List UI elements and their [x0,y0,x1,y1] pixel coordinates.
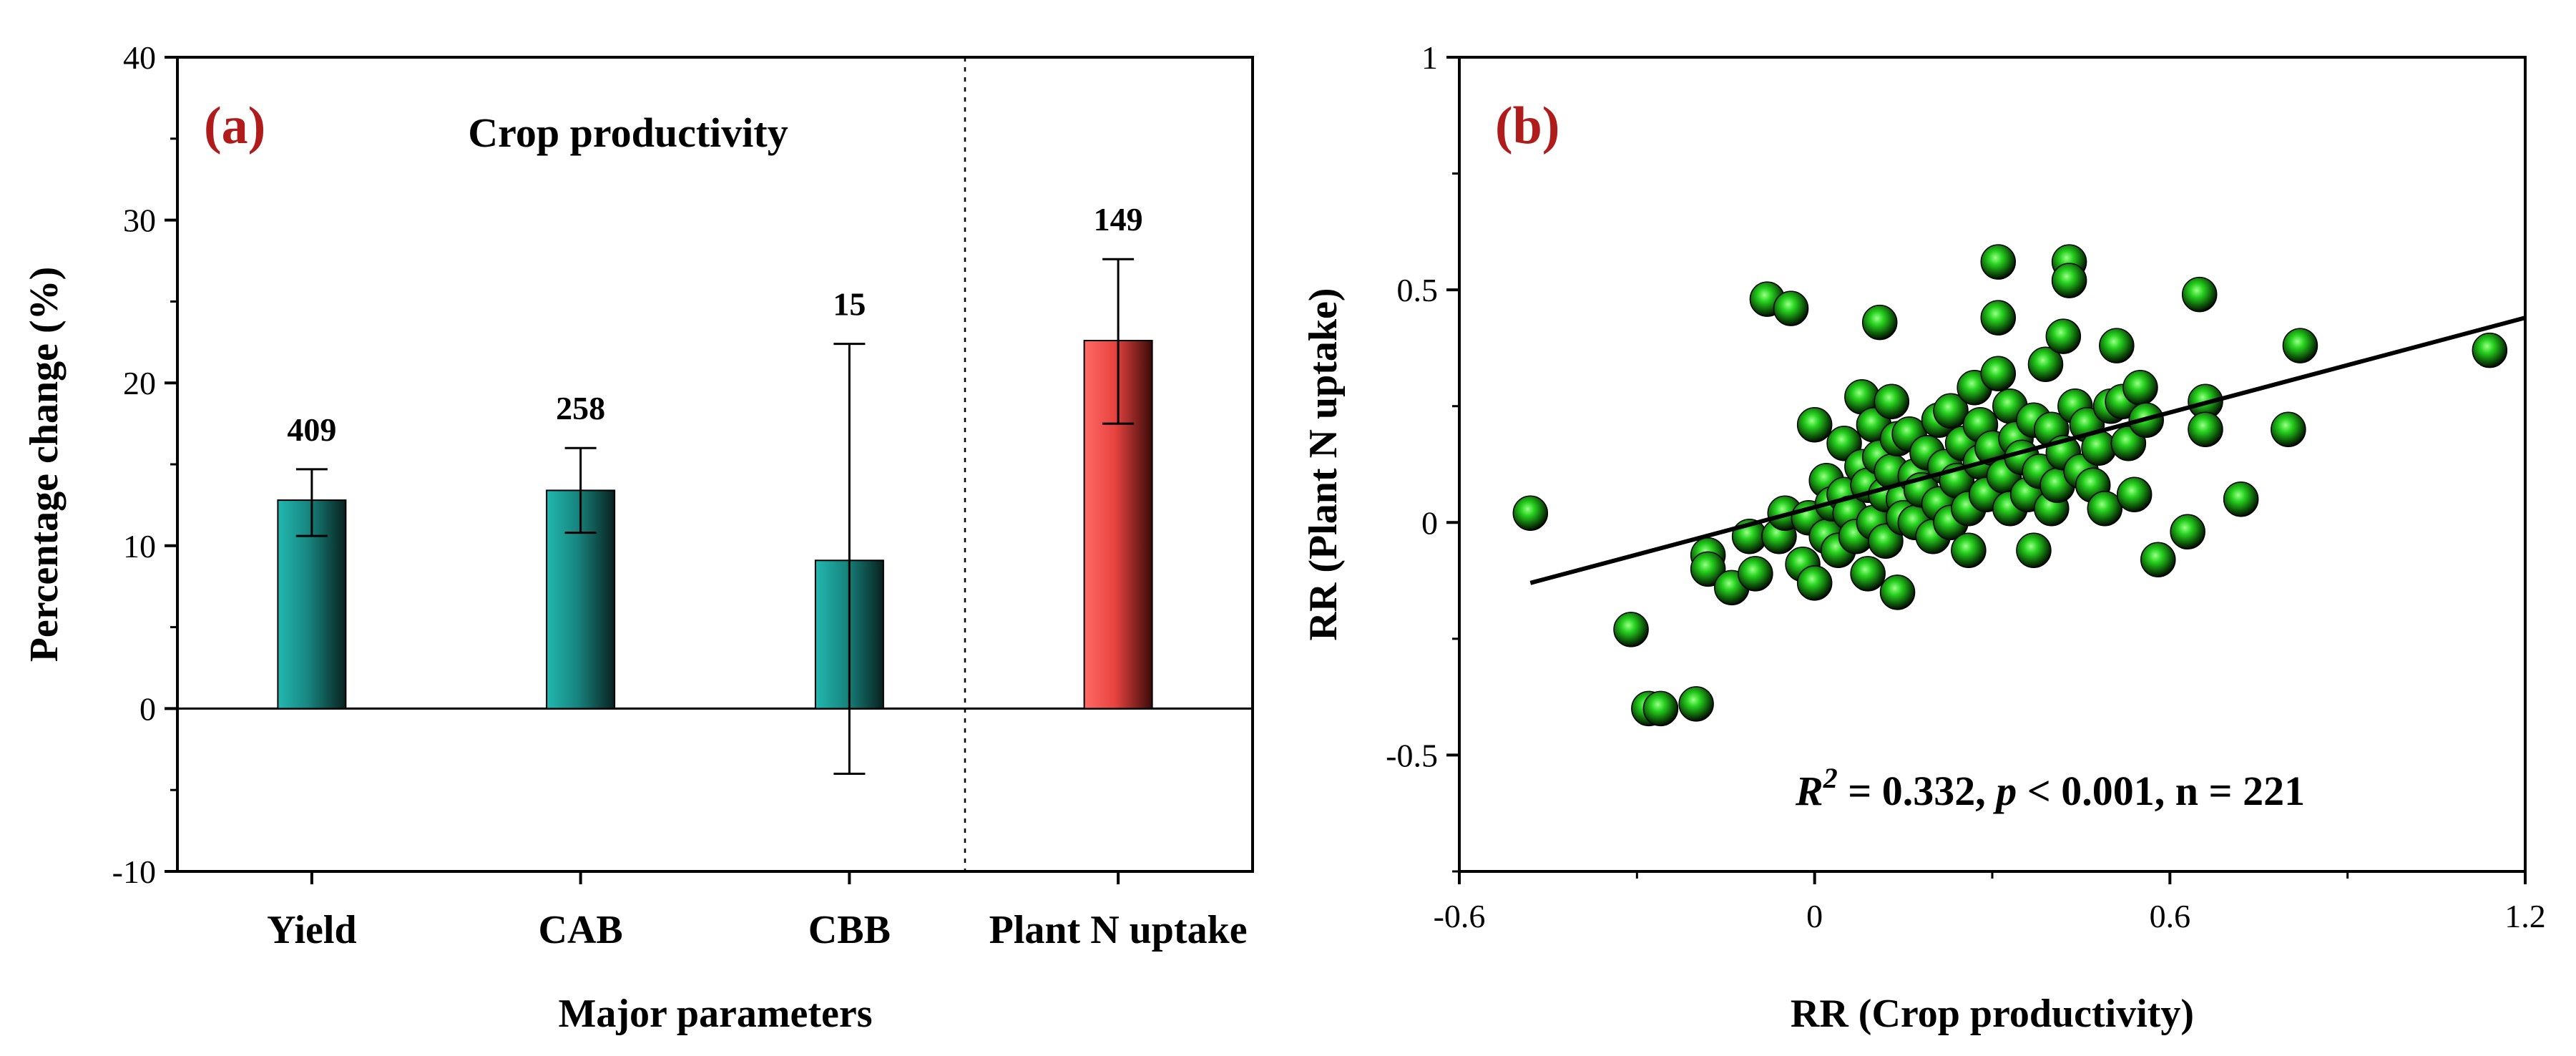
scatter-point [2116,476,2153,513]
panel-a-title: Crop productivity [468,109,788,156]
y-tick-label: 0 [139,690,156,727]
panel-b-x-axis-label: RR (Crop productivity) [1791,992,2194,1036]
y-tick-label: 40 [123,39,156,76]
scatter-point [2016,532,2052,569]
scatter-point [2045,318,2082,354]
y-tick-label: 30 [123,202,156,239]
scatter-point [2087,491,2123,527]
x-tick-label: 0 [1806,898,1823,934]
scatter-point [2188,411,2223,447]
y-tick-label: -0.5 [1386,737,1438,773]
panel-a-x-axis-label: Major parameters [558,992,872,1036]
panel-b-y-axis-label: RR (Plant N uptake) [1301,288,1346,640]
scatter-point [2122,369,2158,406]
x-tick-label: 0.6 [2150,898,2191,934]
y-tick-label: 0 [1421,504,1438,541]
panel-b-scatter-plot: -0.5 0 0.5 1 -0.6 0 0.6 1.2 (b) R2 = 0.332, p … [1301,39,2546,1036]
scatter-point [2051,263,2087,298]
scatter-point [2170,514,2205,550]
scatter-point [2271,411,2306,447]
regression-annotation: R2 = 0.332, p < 0.001, n = 221 [1795,762,2305,814]
x-tick-label: -0.6 [1434,898,1486,934]
scatter-point [1796,406,1833,443]
scatter-point [1678,686,1714,722]
y-tick-label: 0.5 [1397,272,1439,308]
scatter-point [1951,532,1987,569]
scatter-point [2027,346,2064,382]
scatter-point [1980,356,2017,391]
scatter-point [1738,556,1773,592]
y-tick-label: -10 [112,854,156,890]
panel-b-label: (b) [1495,97,1559,155]
scatter-point [2282,328,2318,363]
panel-a-bar-chart: -10 0 10 20 30 40 409 258 15 149 Yield CAB CBB Plan… [22,39,1254,1036]
x-tick-label: Yield [267,908,356,952]
scatter-point [1861,304,1898,341]
panel-a-label: (a) [204,97,265,155]
sample-size-label: 409 [287,411,336,448]
panel-a-y-axis-label: Percentage change (%) [22,267,67,663]
scatter-point [1850,556,1886,592]
scatter-point [1874,383,1910,419]
scatter-point [1796,565,1833,601]
x-tick-label: Plant N uptake [989,908,1248,952]
regression-line [1529,316,2526,585]
y-tick-label: 1 [1421,39,1438,76]
y-tick-label: 10 [123,528,156,564]
x-tick-label: CAB [539,908,623,952]
scatter-point [1980,244,2017,280]
scatter-point [2223,481,2259,517]
scatter-point [1933,393,1969,429]
scatter-point [1642,690,1679,727]
scatter-point [1980,300,2017,336]
scatter-point [2181,276,2218,313]
scatter-point [1512,495,1549,532]
y-tick-label: 20 [123,365,156,401]
x-tick-label: 1.2 [2504,898,2546,934]
scatter-point [2472,332,2508,368]
scatter-point [2099,328,2135,363]
scatter-point [1773,290,1809,326]
sample-size-label: 15 [833,286,866,323]
sample-size-label: 149 [1094,201,1143,238]
x-tick-label: CBB [808,908,891,952]
sample-size-label: 258 [556,390,605,426]
scatter-point [1690,551,1726,587]
scatter-point [1879,575,1916,610]
scatter-point [1613,612,1649,647]
scatter-point [2140,542,2176,578]
